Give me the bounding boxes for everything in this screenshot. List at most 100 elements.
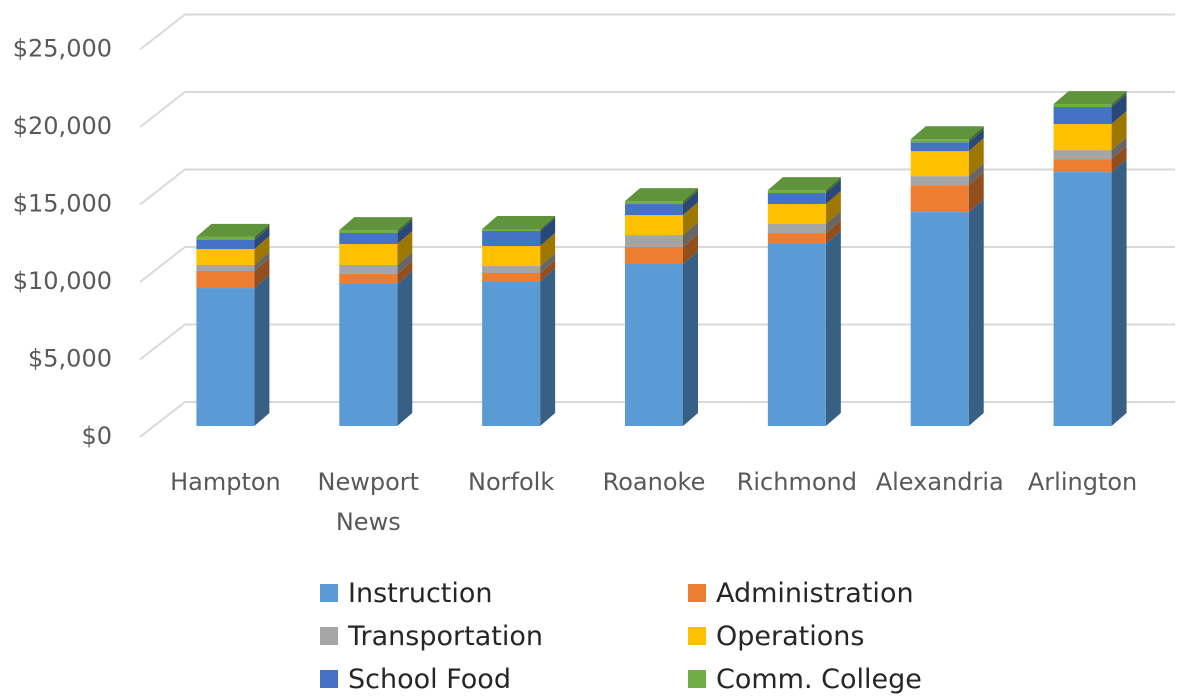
legend-swatch — [320, 627, 338, 645]
legend-label: Instruction — [348, 577, 493, 609]
bar-segment — [625, 201, 683, 205]
bar-segment — [767, 193, 826, 205]
bar-side — [397, 271, 413, 426]
bar-side — [683, 222, 698, 247]
bar-side — [1111, 111, 1127, 151]
bar-segment — [767, 244, 826, 426]
grid-line — [139, 323, 1175, 361]
legend-label: School Food — [348, 663, 511, 695]
legend-item: Instruction — [320, 573, 493, 613]
bar-segment — [767, 233, 826, 245]
bar-segment — [1053, 150, 1112, 160]
bar-side — [683, 233, 698, 265]
bar-side — [540, 233, 556, 267]
bar-side — [254, 235, 270, 265]
bar-segment — [482, 246, 541, 267]
bar-segment — [767, 224, 826, 234]
legend-label: Operations — [716, 620, 865, 652]
bar-top — [482, 215, 556, 229]
bar-side — [825, 180, 841, 205]
legend-item: Administration — [688, 573, 914, 613]
bar-segment — [339, 284, 398, 426]
x-tick-label: Richmond — [736, 468, 857, 496]
y-tick-label: $25,000 — [13, 35, 112, 63]
bar-side — [825, 177, 841, 194]
bar-side — [540, 215, 556, 232]
bar-side — [397, 217, 413, 234]
x-tick-label: Roanoke — [602, 468, 706, 496]
bar-side — [540, 260, 556, 282]
bar-side — [254, 223, 270, 240]
bar-segment — [339, 264, 398, 274]
bar-segment — [767, 204, 826, 225]
bar-top — [767, 177, 841, 191]
bar-segment — [625, 215, 683, 236]
bar-side — [683, 188, 698, 205]
bar-side — [968, 163, 984, 186]
bar-side — [968, 199, 984, 426]
legend-item: School Food — [320, 659, 511, 699]
y-tick-label: $0 — [81, 422, 112, 450]
bar-side — [825, 231, 841, 426]
bar-segment — [910, 185, 969, 213]
bar-segment — [339, 230, 398, 234]
bar-segment — [196, 288, 255, 426]
bar-side — [254, 258, 270, 289]
bar-segment — [482, 228, 541, 232]
bar-side — [968, 172, 984, 213]
bar-side — [683, 251, 698, 426]
bar-side — [825, 211, 841, 234]
bar-segment — [625, 235, 683, 247]
bar-segment — [196, 236, 255, 240]
bar-side — [968, 129, 984, 152]
grid-line — [139, 13, 1175, 51]
bar-side — [540, 218, 556, 247]
bar-segment — [910, 139, 969, 143]
bar-segment — [196, 271, 255, 289]
bar-side — [683, 191, 698, 216]
bar-segment — [625, 264, 683, 426]
legend-label: Comm. College — [716, 663, 922, 695]
bar-segment — [1053, 124, 1112, 151]
bar-segment — [196, 240, 255, 249]
legend-swatch — [688, 627, 706, 645]
bar-side — [683, 202, 698, 236]
x-tick-label: Newport News — [317, 468, 420, 536]
bar-segment — [482, 273, 541, 282]
bar-segment — [339, 273, 398, 285]
legend-label: Transportation — [348, 620, 543, 652]
y-tick-label: $5,000 — [28, 345, 112, 373]
bar-segment — [767, 190, 826, 194]
bar-segment — [339, 233, 398, 245]
bar-side — [1111, 137, 1127, 160]
legend-item: Comm. College — [688, 659, 922, 699]
bar-side — [968, 138, 984, 177]
bar-side — [825, 191, 841, 225]
bar-side — [254, 227, 270, 249]
bar-segment — [625, 246, 683, 265]
y-tick-label: $15,000 — [13, 190, 112, 218]
bar-segment — [910, 176, 969, 186]
bar-side — [1111, 91, 1127, 108]
bar-segment — [910, 212, 969, 426]
bar-side — [1111, 159, 1127, 427]
legend-item: Operations — [688, 616, 864, 656]
bar-segment — [1053, 104, 1112, 108]
grid-line — [139, 401, 1175, 438]
x-tick-label: Arlington — [1027, 468, 1138, 496]
legend-swatch — [320, 670, 338, 688]
bar-side — [397, 220, 413, 245]
bar-side — [1111, 146, 1127, 173]
legend-swatch — [688, 670, 706, 688]
grid-line — [139, 91, 1175, 128]
bar-segment — [1053, 159, 1112, 173]
bar-segment — [910, 142, 969, 152]
bar-segment — [482, 281, 541, 426]
bar-side — [397, 231, 413, 265]
bar-side — [540, 253, 556, 274]
bar-segment — [482, 231, 541, 247]
y-tick-label: $20,000 — [13, 112, 112, 140]
bar-top — [339, 217, 413, 231]
